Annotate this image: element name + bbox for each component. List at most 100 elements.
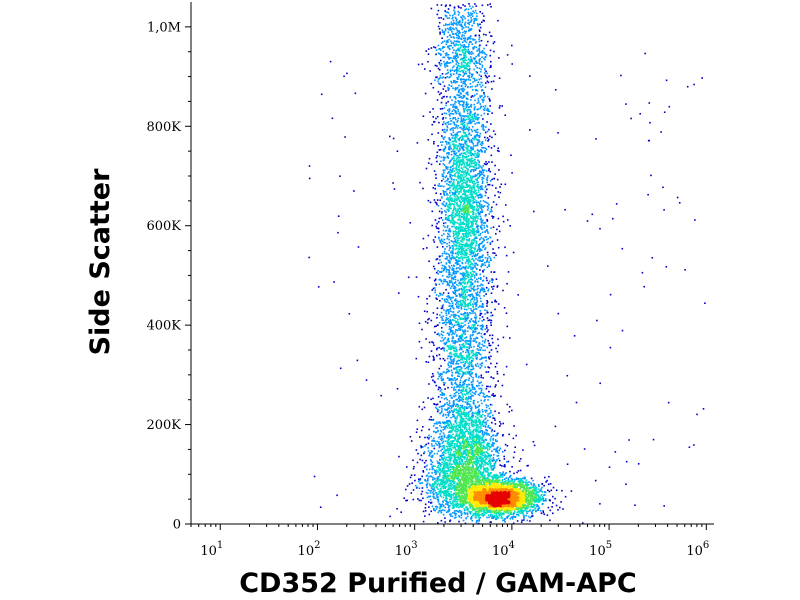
scatter-point bbox=[483, 400, 486, 402]
scatter-point bbox=[462, 295, 465, 298]
scatter-point bbox=[455, 510, 458, 512]
scatter-point bbox=[426, 496, 429, 499]
scatter-point bbox=[469, 429, 471, 431]
scatter-point bbox=[438, 17, 440, 19]
scatter-point bbox=[452, 363, 455, 365]
scatter-point bbox=[471, 257, 474, 260]
scatter-point bbox=[484, 86, 487, 88]
scatter-point bbox=[472, 10, 474, 13]
scatter-point bbox=[462, 94, 465, 97]
scatter-point bbox=[449, 430, 452, 432]
scatter-point bbox=[453, 517, 456, 519]
scatter-point bbox=[428, 295, 431, 297]
scatter-point bbox=[446, 368, 448, 371]
scatter-point bbox=[456, 305, 458, 307]
scatter-point bbox=[442, 315, 444, 317]
scatter-point bbox=[422, 471, 425, 473]
scatter-point bbox=[448, 309, 450, 311]
scatter-point bbox=[463, 34, 465, 37]
scatter-point bbox=[455, 348, 458, 351]
scatter-point bbox=[446, 76, 449, 78]
scatter-point bbox=[472, 160, 474, 162]
scatter-point bbox=[445, 314, 448, 317]
scatter-point bbox=[484, 95, 486, 97]
scatter-point bbox=[454, 262, 457, 264]
scatter-point bbox=[452, 337, 455, 339]
scatter-point bbox=[475, 296, 478, 299]
scatter-point bbox=[475, 302, 478, 304]
scatter-point bbox=[440, 280, 443, 282]
scatter-point bbox=[455, 317, 457, 320]
scatter-point bbox=[442, 459, 445, 462]
scatter-point bbox=[491, 337, 493, 340]
scatter-point bbox=[469, 59, 471, 61]
scatter-point bbox=[427, 234, 430, 237]
scatter-point bbox=[480, 288, 483, 291]
scatter-point bbox=[454, 355, 456, 358]
scatter-point bbox=[530, 483, 533, 486]
scatter-point bbox=[412, 459, 414, 462]
scatter-point bbox=[457, 69, 459, 72]
scatter-point bbox=[473, 120, 476, 123]
scatter-point bbox=[437, 145, 439, 147]
scatter-point bbox=[487, 110, 490, 112]
scatter-point bbox=[450, 80, 452, 83]
scatter-point bbox=[478, 375, 480, 378]
scatter-point bbox=[440, 495, 443, 498]
scatter-point bbox=[484, 349, 486, 352]
scatter-point bbox=[494, 308, 496, 311]
scatter-point bbox=[462, 37, 465, 40]
scatter-point bbox=[444, 210, 446, 212]
scatter-point bbox=[433, 380, 436, 383]
scatter-point bbox=[438, 492, 441, 494]
scatter-point bbox=[475, 255, 477, 257]
scatter-point bbox=[473, 175, 475, 178]
scatter-point bbox=[447, 301, 450, 304]
scatter-point bbox=[441, 97, 443, 100]
scatter-point bbox=[444, 506, 446, 509]
scatter-point bbox=[445, 166, 448, 168]
scatter-point bbox=[525, 510, 528, 513]
scatter-point bbox=[473, 46, 476, 48]
scatter-point bbox=[474, 175, 477, 178]
scatter-point bbox=[539, 510, 542, 512]
scatter-point bbox=[446, 257, 448, 260]
scatter-point bbox=[436, 403, 439, 405]
scatter-point bbox=[472, 252, 474, 255]
scatter-point bbox=[438, 82, 440, 85]
scatter-point bbox=[479, 193, 482, 195]
scatter-point bbox=[464, 38, 466, 40]
scatter-point bbox=[442, 178, 445, 180]
scatter-point bbox=[446, 64, 448, 67]
scatter-point bbox=[566, 374, 569, 377]
scatter-point bbox=[462, 90, 465, 93]
scatter-point bbox=[389, 135, 391, 138]
scatter-point bbox=[500, 474, 502, 477]
scatter-point bbox=[509, 476, 511, 478]
scatter-point bbox=[456, 300, 458, 302]
scatter-point bbox=[485, 357, 487, 359]
scatter-point bbox=[479, 414, 482, 417]
scatter-point bbox=[428, 260, 430, 262]
scatter-point bbox=[458, 102, 460, 105]
scatter-point bbox=[480, 399, 482, 402]
scatter-point bbox=[511, 516, 514, 519]
scatter-point bbox=[481, 185, 483, 187]
scatter-point bbox=[489, 416, 491, 418]
scatter-point bbox=[513, 516, 515, 518]
scatter-point bbox=[459, 303, 461, 306]
scatter-point bbox=[465, 8, 467, 10]
scatter-point bbox=[434, 184, 436, 186]
scatter-point bbox=[473, 135, 476, 138]
scatter-point bbox=[433, 430, 435, 433]
scatter-point bbox=[480, 277, 482, 279]
scatter-point bbox=[549, 509, 552, 512]
scatter-point bbox=[468, 43, 470, 46]
scatter-point bbox=[452, 140, 454, 143]
scatter-point bbox=[454, 342, 456, 345]
scatter-point bbox=[476, 348, 479, 350]
scatter-point bbox=[444, 521, 446, 523]
scatter-point bbox=[469, 393, 472, 395]
scatter-point bbox=[453, 13, 456, 15]
scatter-point bbox=[427, 450, 430, 452]
